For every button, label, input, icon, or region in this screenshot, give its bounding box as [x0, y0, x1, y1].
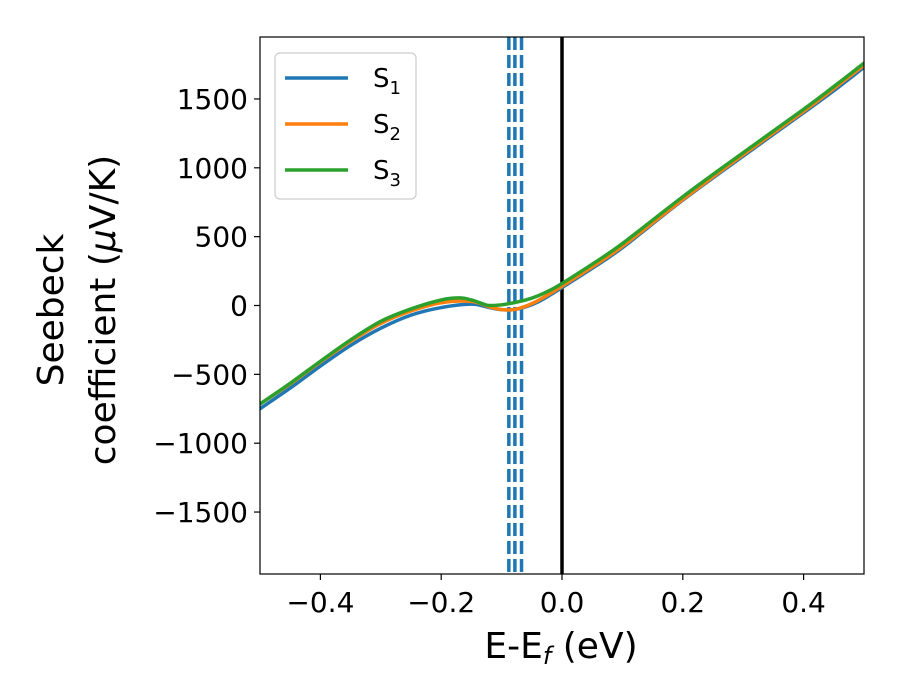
- y-axis-label-line2: coefficient (μV/K): [83, 155, 124, 465]
- x-tick-label: 0.2: [661, 586, 706, 619]
- legend-label-s1: S1: [373, 64, 401, 99]
- legend-box: [274, 52, 417, 200]
- y-tick-label: 500: [195, 221, 248, 254]
- y-tick-label: −1500: [153, 496, 248, 529]
- x-axis-label: E-Ef (eV): [484, 626, 637, 670]
- y-axis-label: Seebeck coefficient (μV/K): [31, 155, 124, 465]
- x-tick-label: −0.4: [286, 586, 354, 619]
- x-tick-label: 0.0: [540, 586, 585, 619]
- y-tick-label: 0: [230, 290, 248, 323]
- y-tick-label: −1000: [153, 427, 248, 460]
- y-tick-label: 1000: [177, 152, 248, 185]
- plot-content: [260, 37, 864, 574]
- legend-label-s2: S2: [373, 110, 401, 145]
- axes-layer: −0.4 −0.2 0.0 0.2 0.4 −1500 −1000 −500 0 500 1000 1…: [153, 36, 865, 619]
- y-tick-label: −500: [171, 358, 248, 391]
- x-tick-label: −0.2: [407, 586, 475, 619]
- y-axis-label-line1: Seebeck: [31, 233, 72, 386]
- series-line-s3: [260, 61, 864, 406]
- y-tick-label: 1500: [177, 83, 248, 116]
- legend-label-s3: S3: [373, 156, 401, 191]
- x-tick-label: 0.4: [781, 586, 826, 619]
- legend: S1 S2 S3: [274, 52, 417, 200]
